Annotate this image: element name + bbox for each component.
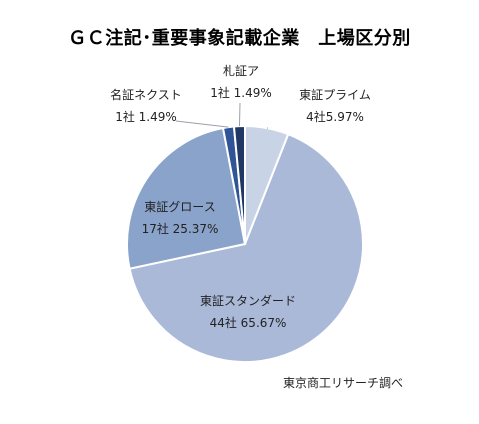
slice-label-percent: 5.97%	[325, 110, 364, 124]
slice-label-sapporo: 札証ア 1社 1.49%	[196, 60, 286, 104]
slice-label-count: 44社	[209, 316, 237, 330]
pie-slice-sapporo	[232, 124, 246, 245]
slice-label-growth: 東証グロース 17社 25.37%	[130, 196, 230, 240]
leader-line-next	[175, 120, 229, 128]
slice-label-name: 名証ネクスト	[110, 88, 182, 102]
pie-slice-standard	[128, 132, 364, 363]
slice-label-next: 名証ネクスト 1社 1.49%	[98, 84, 194, 128]
slice-label-percent: 25.37%	[172, 222, 219, 236]
slice-label-name: 東証グロース	[144, 200, 216, 214]
slice-label-percent: 1.49%	[233, 86, 272, 100]
slice-label-count: 1社	[115, 110, 135, 124]
slice-label-name: 札証ア	[222, 64, 259, 78]
chart-title: ＧＣ注記･重要事象記載企業 上場区分別	[68, 28, 411, 49]
pie-slice-growth	[126, 126, 247, 270]
slice-label-count: 4社	[306, 110, 326, 124]
slice-label-percent: 1.49%	[138, 110, 177, 124]
slice-label-percent: 65.67%	[240, 316, 287, 330]
slice-label-standard: 東証スタンダード 44社 65.67%	[188, 290, 308, 334]
slice-label-name: 東証スタンダード	[199, 294, 296, 308]
source-note: 東京商工リサーチ調べ	[283, 376, 404, 390]
leader-line-sapporo	[238, 102, 241, 127]
slice-label-prime: 東証プライム 4社5.97%	[290, 84, 380, 128]
slice-label-count: 1社	[210, 86, 230, 100]
slice-label-name: 東証プライム	[299, 88, 371, 102]
slice-label-count: 17社	[141, 222, 169, 236]
